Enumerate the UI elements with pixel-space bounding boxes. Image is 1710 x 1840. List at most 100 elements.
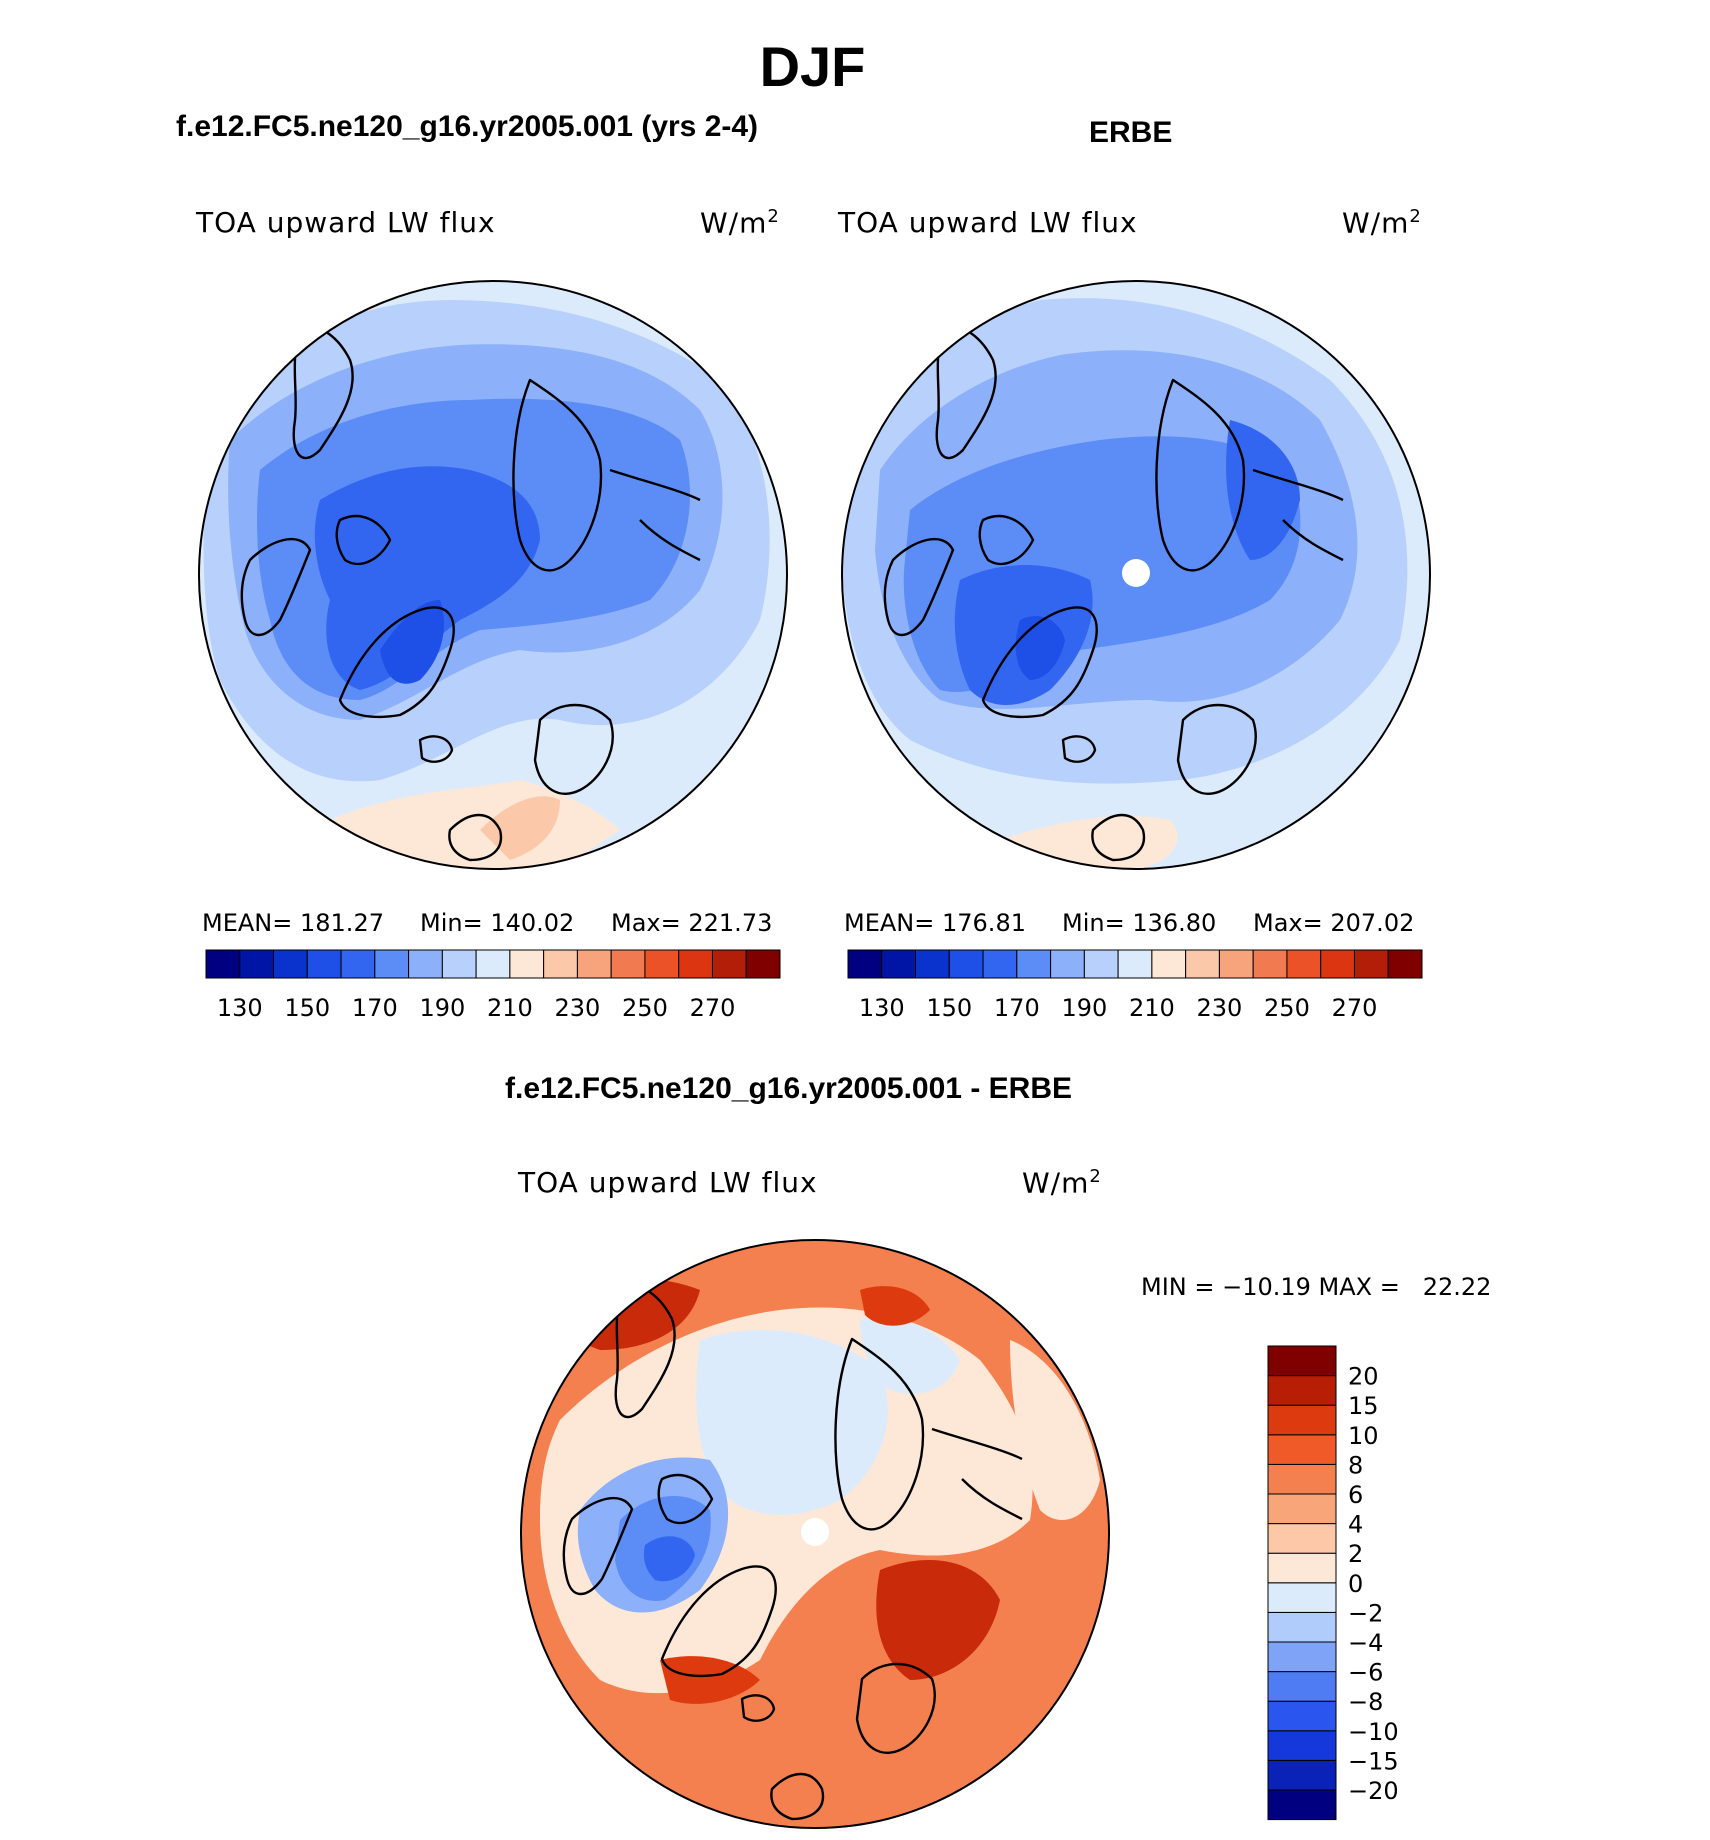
diff-dark-red [876,1560,1000,1680]
model-panel-title: f.e12.FC5.ne120_g16.yr2005.001 (yrs 2-4) [176,110,759,143]
diff-units-label: W/m2 [1022,1166,1102,1200]
colorbar-swatch [1267,1345,1337,1377]
colorbar-swatch [1267,1611,1337,1643]
colorbar-tick-label: −6 [1348,1659,1383,1687]
colorbar-swatch [509,949,545,979]
colorbar-swatch [1117,949,1153,979]
colorbar-swatch [1267,1730,1337,1761]
colorbar-swatch [1353,949,1389,979]
model-colorbar: 130 150 170 190 210 230 250 270 [205,949,781,1022]
model-polar-map [199,281,787,869]
diff-light-blue [860,1317,960,1394]
colorbar-swatch [1267,1759,1337,1791]
colorbar-tick-label: 20 [1348,1363,1379,1391]
model-variable-label: TOA upward LW flux [196,206,496,239]
colorbar-swatch [273,949,308,979]
model-coastlines [240,326,701,862]
colorbar-tick-label: −20 [1348,1777,1399,1805]
colorbar-tick-label: −10 [1348,1718,1399,1746]
colorbar-swatch [1267,1700,1337,1732]
diff-polar-hole [801,1518,829,1546]
colorbar-swatch [982,949,1018,979]
colorbar-swatch [881,949,917,979]
diff-panel-title: f.e12.FC5.ne120_g16.yr2005.001 - ERBE [505,1072,1072,1105]
diff-pale-region [1010,1340,1100,1520]
model-max-stat: Max= 221.73 [611,909,773,937]
diff-dark-red [860,1286,930,1326]
colorbar-swatch [374,949,410,979]
colorbar-swatch [1016,949,1052,979]
colorbar-tick-label: 270 [1332,994,1378,1022]
colorbar-tick-label: 150 [284,994,330,1022]
colorbar-tick-label: 0 [1348,1570,1363,1598]
blue-band-5 [380,600,444,684]
colorbar-tick-label: 210 [1129,994,1175,1022]
colorbar-tick-label: −2 [1348,1599,1383,1627]
colorbar-swatch [1267,1404,1337,1436]
colorbar-swatch [1218,949,1254,979]
obs-map-border [841,280,1431,870]
colorbar-swatch [1083,949,1119,979]
colorbar-swatch [610,949,646,979]
colorbar-swatch [1387,949,1423,979]
colorbar-swatch [475,949,511,979]
colorbar-swatch [644,949,680,979]
colorbar-swatch [340,949,376,979]
colorbar-swatch [576,949,612,979]
colorbar-swatch [1185,949,1220,979]
colorbar-tick-label: 10 [1348,1422,1379,1450]
colorbar-swatch [1267,1493,1337,1525]
colorbar-swatch [239,949,275,979]
colorbar-swatch [711,949,747,979]
colorbar-swatch [948,949,984,979]
colorbar-swatch [306,949,342,979]
colorbar-swatch [1267,1434,1337,1465]
colorbar-tick-label: 170 [352,994,398,1022]
obs-colorbar: 130 150 170 190 210 230 250 270 [847,949,1423,1022]
diff-coastlines [562,1285,1023,1821]
colorbar-swatch [408,949,443,979]
colorbar-swatch [1050,949,1085,979]
colorbar-swatch [1267,1375,1337,1406]
colorbar-tick-label: 130 [217,994,263,1022]
colorbar-tick-label: −4 [1348,1629,1383,1657]
colorbar-swatch [1267,1641,1337,1673]
obs-polar-hole [1122,559,1150,587]
obs-panel-title: ERBE [1089,116,1173,149]
colorbar-swatch [543,949,578,979]
colorbar-tick-label: 130 [859,994,905,1022]
model-mean-stat: MEAN= 181.27 [202,909,384,937]
diff-map-border [520,1239,1110,1829]
colorbar-tick-label: 2 [1348,1540,1363,1568]
colorbar-swatch [1267,1582,1337,1613]
diff-dark-red [660,1656,760,1704]
colorbar-swatch [1252,949,1288,979]
obs-min-stat: Min= 136.80 [1062,909,1217,937]
colorbar-tick-label: 210 [487,994,533,1022]
obs-max-stat: Max= 207.02 [1253,909,1415,937]
diff-blue-region [643,1536,695,1582]
colorbar-tick-label: −8 [1348,1688,1383,1716]
obs-variable-label: TOA upward LW flux [838,206,1138,239]
colorbar-tick-label: 4 [1348,1511,1363,1539]
colorbar-tick-label: 6 [1348,1481,1363,1509]
blue-band-4 [314,466,540,690]
colorbar-tick-label: 250 [1264,994,1310,1022]
colorbar-swatch [1267,1552,1337,1584]
colorbar-swatch [1286,949,1322,979]
colorbar-swatch [1320,949,1355,979]
colorbar-tick-label: 230 [555,994,601,1022]
colorbar-swatch [678,949,713,979]
colorbar-swatch [847,949,883,979]
colorbar-tick-label: 250 [622,994,668,1022]
colorbar-tick-label: 190 [419,994,465,1022]
colorbar-swatch [205,949,241,979]
diff-variable-label: TOA upward LW flux [518,1166,818,1199]
colorbar-tick-label: 170 [994,994,1040,1022]
colorbar-swatch [1267,1671,1337,1702]
colorbar-swatch [1151,949,1187,979]
model-units-label: W/m2 [700,206,780,240]
colorbar-tick-label: 270 [690,994,736,1022]
